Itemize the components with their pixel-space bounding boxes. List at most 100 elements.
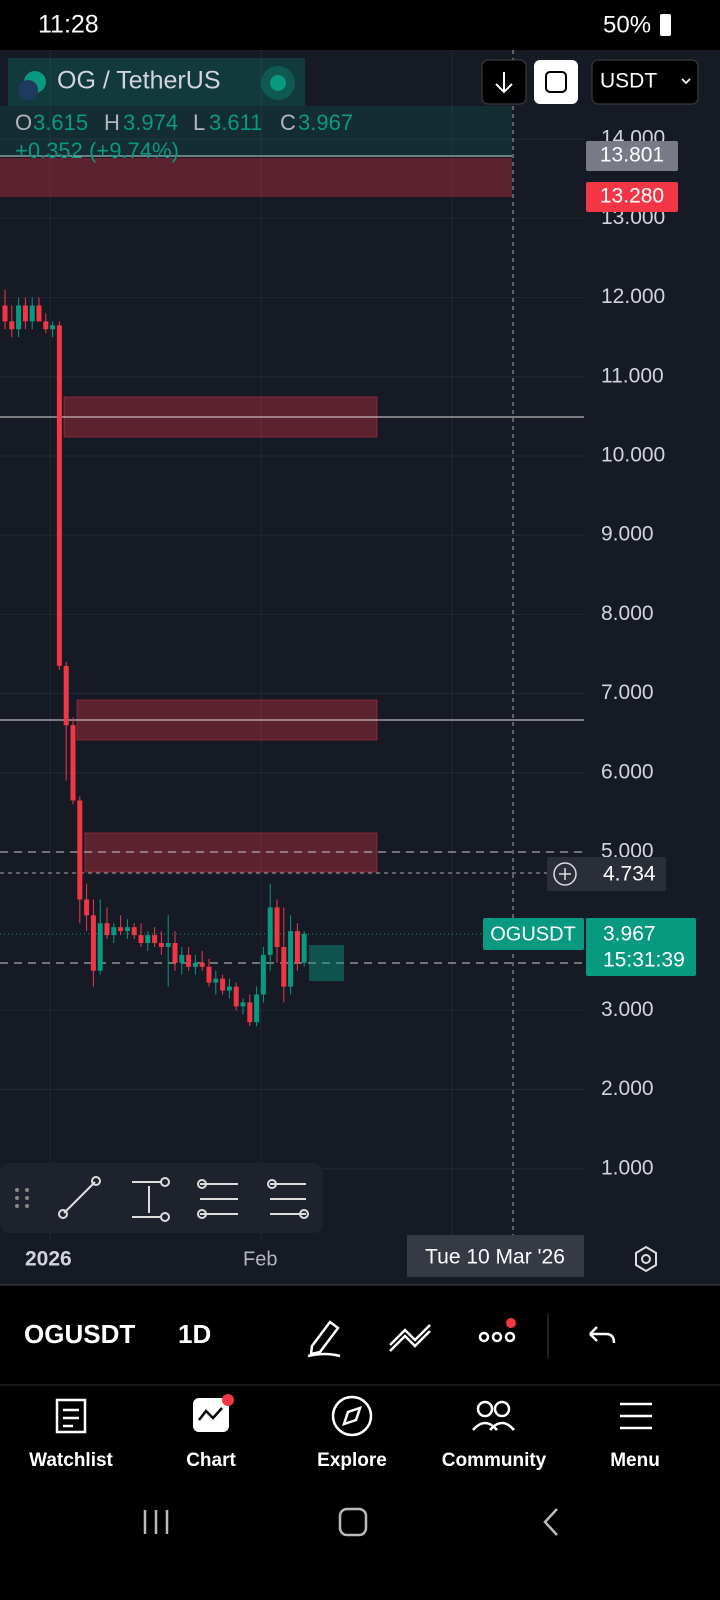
y-tick-label: 8.000 <box>601 602 654 625</box>
candle-body <box>63 665 69 726</box>
symbol[interactable]: OG / TetherUS <box>57 67 221 95</box>
zone <box>0 158 512 197</box>
candles <box>2 289 307 1027</box>
candle-body <box>111 927 117 936</box>
candle-body <box>206 966 212 983</box>
candle-body <box>97 923 103 971</box>
candle-body <box>43 321 49 330</box>
crosshair-label[interactable] <box>547 857 666 891</box>
drawing-toolbar <box>0 1163 323 1233</box>
position-box <box>309 945 344 981</box>
y-tick-label: 3.000 <box>601 998 654 1021</box>
symbol-highlight <box>8 58 305 106</box>
price-label-text: 13.280 <box>600 185 664 208</box>
battery-icon <box>660 14 671 36</box>
price-label <box>586 182 678 212</box>
ohlc-change: +0.352 (+9.74%) <box>15 138 179 163</box>
nav-label[interactable]: Menu <box>610 1450 660 1471</box>
currency: USDT <box>600 70 657 93</box>
draw-tools[interactable] <box>58 1176 309 1222</box>
last-price: 3.967 <box>603 923 656 946</box>
ohlc-highlight <box>0 106 512 156</box>
candle-body <box>301 933 307 963</box>
candle-body <box>233 986 239 1007</box>
candle-body <box>247 1002 253 1023</box>
ohlc-value: 3.615 <box>33 110 88 135</box>
y-tick-label: 5.000 <box>601 839 654 862</box>
fullscreen-button[interactable] <box>534 60 578 104</box>
y-tick-label: 11.000 <box>601 364 664 387</box>
drag-handle <box>15 1188 29 1208</box>
nav-label[interactable]: Community <box>442 1450 547 1471</box>
y-tick-label: 9.000 <box>601 523 654 546</box>
toolbar-interval[interactable]: 1D <box>178 1319 211 1349</box>
plus-icon <box>553 862 577 886</box>
candle-body <box>172 943 178 963</box>
candle-body <box>274 907 280 947</box>
system-buttons[interactable] <box>143 1507 558 1537</box>
ohlc-label: C <box>280 110 296 135</box>
candle-body <box>226 986 232 991</box>
notification-dot <box>506 1318 516 1328</box>
ohlc-value: 3.967 <box>298 110 353 135</box>
system-nav <box>0 1490 720 1600</box>
candle-body <box>77 800 83 900</box>
status-bar <box>0 0 720 50</box>
ohlc-value: 3.611 <box>209 110 262 135</box>
plus-icon <box>559 868 571 880</box>
price-label-text: 13.801 <box>600 144 664 167</box>
nav-label[interactable]: Chart <box>186 1450 236 1471</box>
candle-body <box>138 935 144 944</box>
last-price-label <box>586 918 696 976</box>
nav-label[interactable]: Watchlist <box>29 1450 113 1471</box>
candle-body <box>145 935 151 944</box>
settings-icon[interactable] <box>635 1245 657 1273</box>
y-tick-label: 1.000 <box>601 1156 654 1179</box>
candle-body <box>70 725 76 801</box>
y-tick-label: 10.000 <box>601 444 665 467</box>
y-tick-label: 6.000 <box>601 760 654 783</box>
candle-body <box>288 931 294 987</box>
symbol-label <box>483 918 584 950</box>
ohlc-label: L <box>193 110 205 135</box>
nav-label[interactable]: Explore <box>317 1450 387 1471</box>
candle-body <box>199 962 205 967</box>
candle-body <box>165 943 171 947</box>
chart-icon-line <box>198 1407 223 1421</box>
candle-body <box>90 915 96 971</box>
candle-body <box>267 907 273 955</box>
toolbar-symbol[interactable]: OGUSDT <box>24 1319 135 1349</box>
candle-body <box>84 899 90 916</box>
date-label <box>407 1235 584 1277</box>
price-label <box>586 141 678 171</box>
candle-body <box>281 946 287 987</box>
candle-body <box>254 994 260 1023</box>
time-label: 2026 <box>25 1248 72 1271</box>
candle-body <box>260 954 266 995</box>
fullscreen-icon <box>545 71 567 93</box>
ohlc-label: H <box>104 110 120 135</box>
chart-area <box>0 50 720 1285</box>
currency-select[interactable] <box>591 59 699 105</box>
notification-dot <box>222 1394 234 1406</box>
candle-body <box>158 943 164 947</box>
candle-body <box>240 1002 246 1007</box>
candle-body <box>118 927 124 932</box>
symbol-label-text: OGUSDT <box>490 923 576 945</box>
countdown: 15:31:39 <box>603 949 685 972</box>
toolbar-icons[interactable] <box>307 1320 616 1358</box>
candle-body <box>16 305 22 330</box>
candle-body <box>192 962 198 967</box>
candle-body <box>50 325 56 330</box>
candle-body <box>29 305 35 322</box>
ohlc-label: O <box>15 110 32 135</box>
crosshair-price: 4.734 <box>603 863 656 886</box>
battery: 50% <box>603 11 651 38</box>
ohlc-value: 3.974 <box>123 110 178 135</box>
candle-body <box>2 305 8 322</box>
bottom-nav <box>0 1386 720 1490</box>
status-time: 11:28 <box>38 11 99 39</box>
candle-body <box>124 927 130 932</box>
